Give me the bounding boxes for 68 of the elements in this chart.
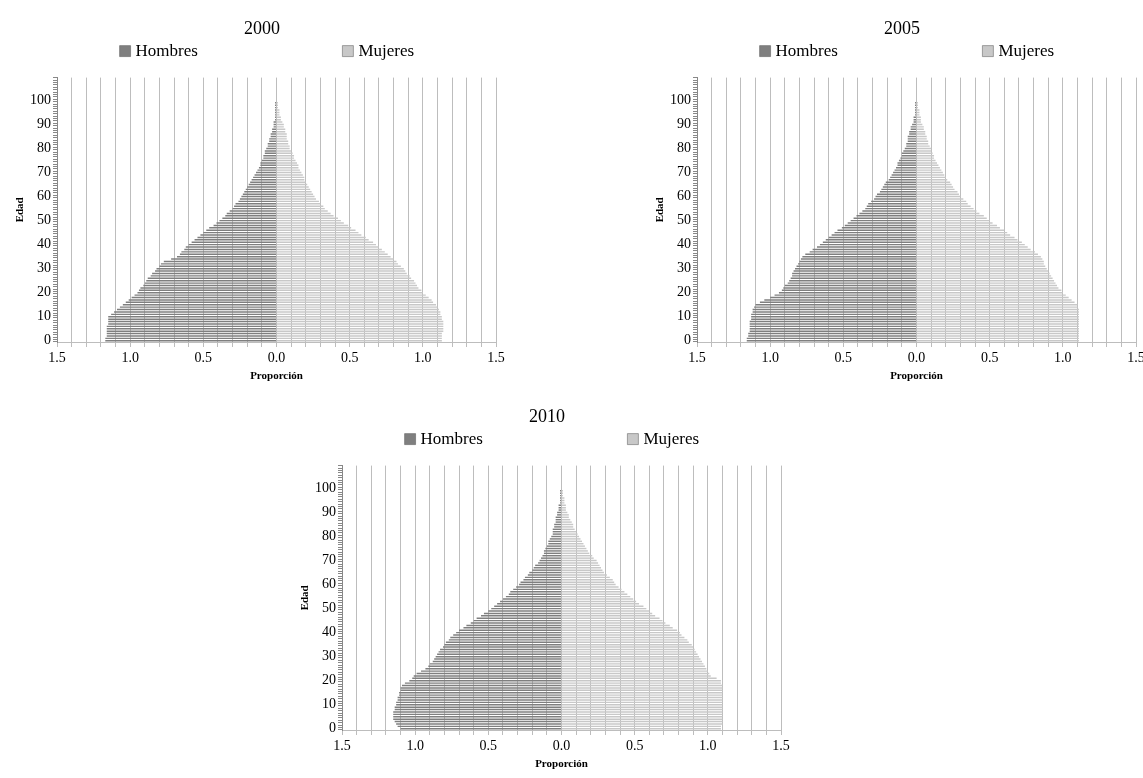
y-tick-label: 50 <box>37 212 51 228</box>
y-tick-label: 20 <box>37 284 51 300</box>
y-tick-label: 50 <box>677 212 691 228</box>
chart-title: 2005 <box>884 17 920 38</box>
x-tick-label: 1.5 <box>333 738 351 754</box>
x-tick-label: 1.0 <box>1054 350 1072 366</box>
y-axis-title: Edad <box>12 197 25 223</box>
legend-label: Hombres <box>135 41 198 61</box>
y-tick-label: 20 <box>677 284 691 300</box>
y-axis-title: Edad <box>297 585 310 611</box>
y-tick-label: 80 <box>677 140 691 156</box>
y-tick-label: 100 <box>670 92 691 108</box>
x-tick-label: 1.5 <box>487 350 505 366</box>
y-tick-label: 10 <box>322 696 336 712</box>
x-tick-label: 0.0 <box>552 738 571 754</box>
y-tick-label: 80 <box>37 140 51 156</box>
y-tick-label: 20 <box>322 672 336 688</box>
y-tick-label: 10 <box>37 308 51 324</box>
x-tick-label: 1.5 <box>772 738 790 754</box>
legend-label: Hombres <box>775 41 838 61</box>
y-tick-label: 60 <box>322 576 336 592</box>
y-tick-label: 10 <box>677 308 691 324</box>
y-tick-label: 0 <box>44 332 51 348</box>
x-tick-label: 0.5 <box>625 738 644 754</box>
y-tick-label: 0 <box>684 332 691 348</box>
x-tick-label: 0.0 <box>907 350 926 366</box>
x-tick-label: 1.0 <box>121 350 139 366</box>
y-tick-label: 30 <box>322 648 336 664</box>
y-tick-label: 70 <box>37 164 51 180</box>
y-tick-label: 40 <box>677 236 691 252</box>
x-axis-title: Proporción <box>250 369 303 382</box>
y-tick-label: 70 <box>677 164 691 180</box>
x-tick-label: 0.5 <box>340 350 359 366</box>
y-tick-label: 50 <box>322 600 336 616</box>
x-tick-label: 1.0 <box>761 350 779 366</box>
legend-label: Mujeres <box>998 41 1055 61</box>
y-tick-label: 80 <box>322 528 336 544</box>
x-tick-label: 1.0 <box>699 738 717 754</box>
x-axis-title: Proporción <box>535 757 588 770</box>
y-tick-label: 40 <box>322 624 336 640</box>
y-tick-label: 60 <box>677 188 691 204</box>
y-tick-label: 60 <box>37 188 51 204</box>
x-axis-title: Proporción <box>890 369 943 382</box>
x-tick-label: 1.0 <box>414 350 432 366</box>
x-tick-label: 0.5 <box>980 350 999 366</box>
y-tick-label: 30 <box>37 260 51 276</box>
y-tick-label: 100 <box>315 480 336 496</box>
legend-label: Mujeres <box>643 429 700 449</box>
y-tick-label: 70 <box>322 552 336 568</box>
x-tick-label: 0.0 <box>267 350 286 366</box>
y-tick-label: 30 <box>677 260 691 276</box>
x-tick-label: 0.5 <box>479 738 498 754</box>
y-tick-label: 0 <box>329 720 336 736</box>
x-tick-label: 0.5 <box>194 350 213 366</box>
y-tick-label: 40 <box>37 236 51 252</box>
y-tick-label: 90 <box>322 504 336 520</box>
y-tick-label: 90 <box>37 116 51 132</box>
x-tick-label: 0.5 <box>834 350 853 366</box>
y-axis-title: Edad <box>652 197 665 223</box>
x-tick-label: 1.0 <box>406 738 424 754</box>
x-tick-label: 1.5 <box>48 350 66 366</box>
y-tick-label: 100 <box>30 92 51 108</box>
y-tick-label: 90 <box>677 116 691 132</box>
legend-label: Mujeres <box>358 41 415 61</box>
chart-title: 2000 <box>244 17 280 38</box>
legend-label: Hombres <box>420 429 483 449</box>
x-tick-label: 1.5 <box>688 350 706 366</box>
chart-title: 2010 <box>529 405 565 426</box>
